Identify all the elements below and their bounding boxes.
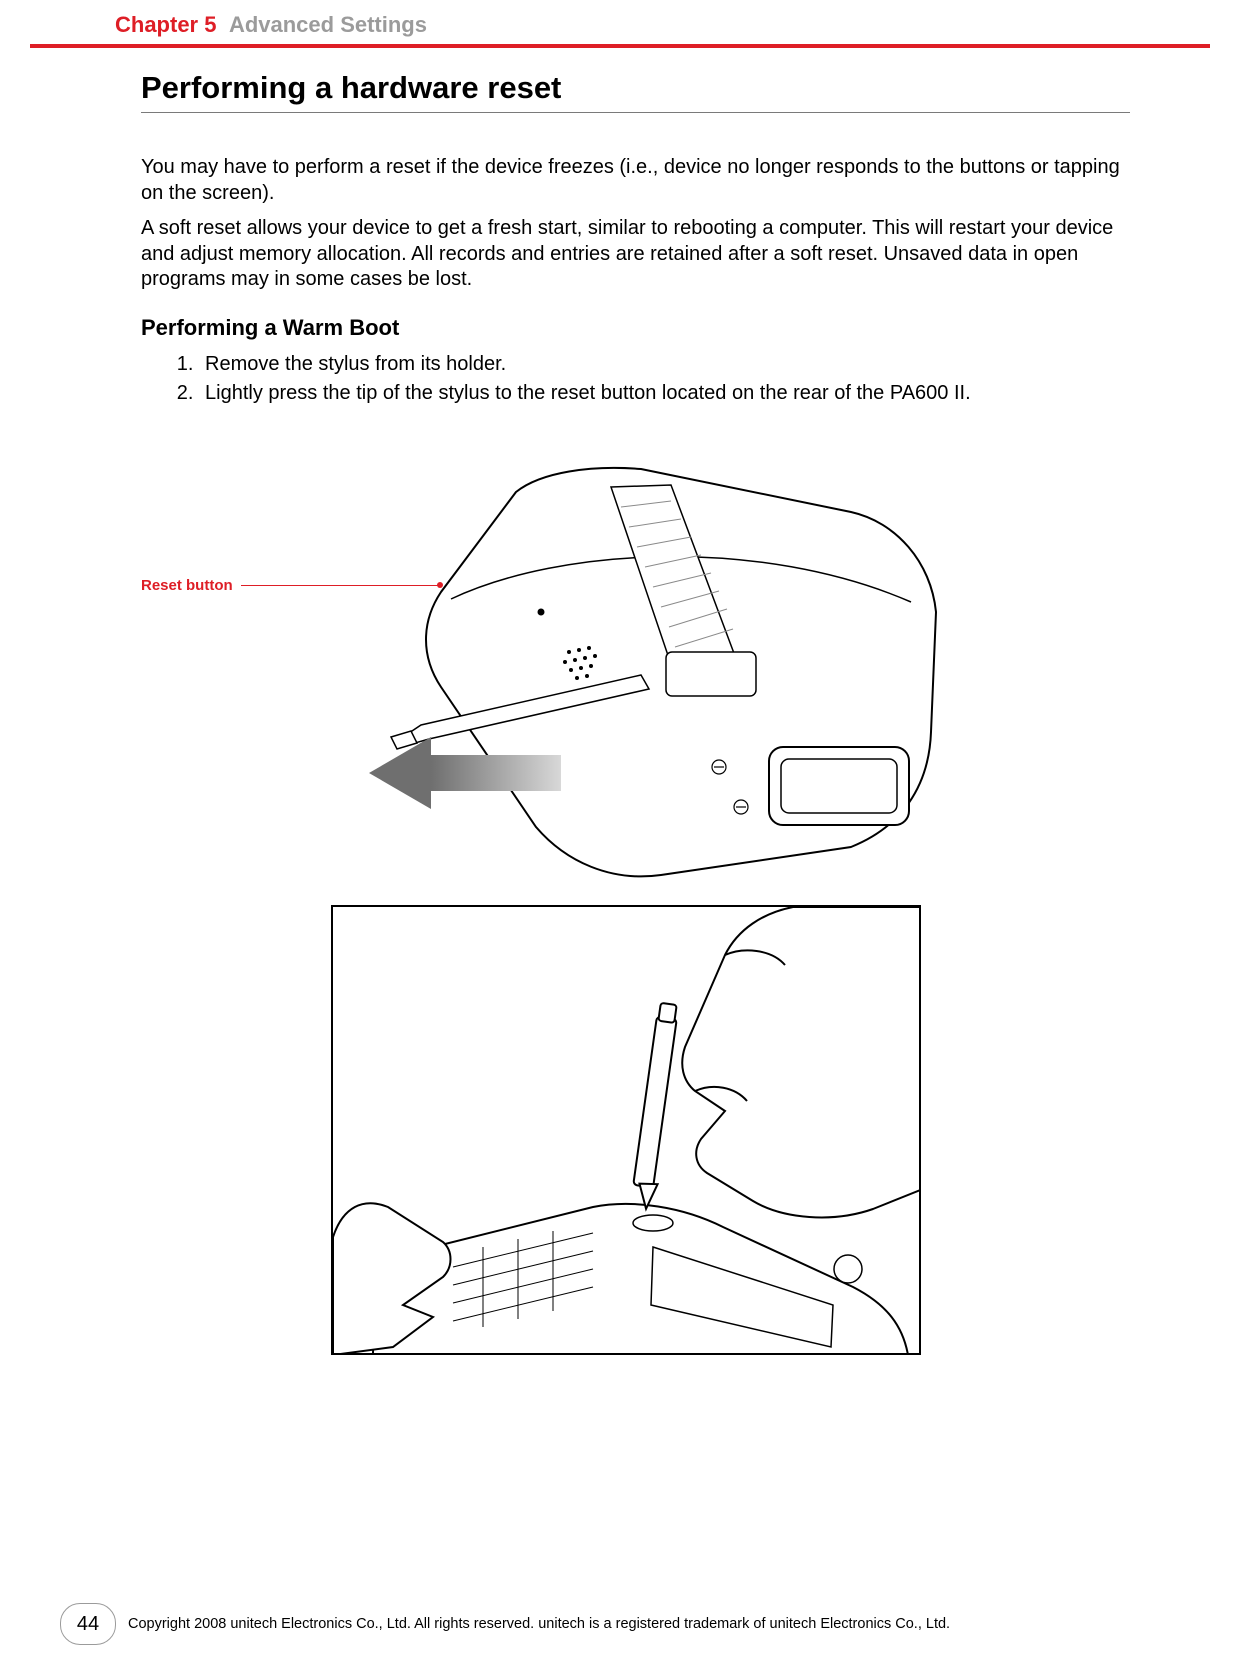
chapter-number: Chapter 5 [115,12,216,37]
figure-area: Reset button [141,457,1130,1355]
step-item: Remove the stylus from its holder. [199,351,1130,378]
step-item: Lightly press the tip of the stylus to t… [199,380,1130,407]
copyright-text: Copyright 2008 unitech Electronics Co., … [128,1616,950,1632]
title-underline [141,112,1130,113]
subsection-title: Performing a Warm Boot [141,315,1130,341]
device-illustration [311,457,951,887]
chapter-header: Chapter 5 Advanced Settings [115,12,1130,38]
reset-button-callout-label: Reset button [141,577,233,594]
hand-illustration [333,907,921,1355]
chapter-title: Advanced Settings [229,12,427,37]
page-number: 44 [77,1613,99,1636]
header-rule [30,44,1210,48]
page-footer: 44 Copyright 2008 unitech Electronics Co… [60,1603,1180,1645]
callout-line [241,585,438,586]
intro-paragraph-2: A soft reset allows your device to get a… [141,216,1130,293]
content-area: Performing a hardware reset You may have… [141,70,1130,1355]
intro-paragraph-1: You may have to perform a reset if the d… [141,155,1130,206]
section-title: Performing a hardware reset [141,70,1130,106]
callout-dot [437,582,443,588]
steps-list: Remove the stylus from its holder. Light… [171,351,1130,407]
hand-illustration-box [331,905,921,1355]
page-number-badge: 44 [60,1603,116,1645]
